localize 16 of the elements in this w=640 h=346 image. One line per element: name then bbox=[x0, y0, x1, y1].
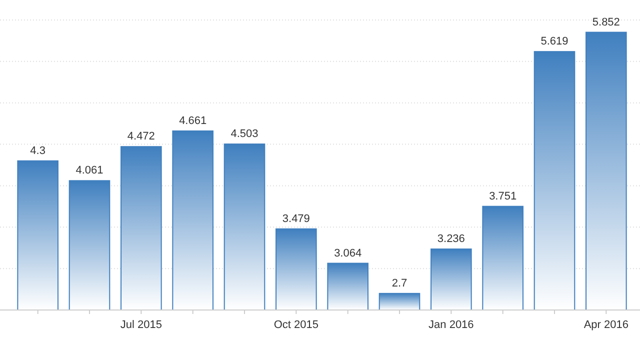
data-label: 4.061 bbox=[76, 164, 104, 177]
data-label: 3.479 bbox=[282, 212, 310, 225]
data-label: 4.503 bbox=[230, 128, 258, 140]
data-label: 5.619 bbox=[540, 36, 568, 48]
data-label: 4.472 bbox=[127, 130, 155, 143]
data-label: 3.064 bbox=[334, 247, 362, 260]
x-tick-label: Jan 2016 bbox=[428, 319, 474, 331]
x-tick-label: Apr 2016 bbox=[584, 319, 628, 331]
x-tick-label: Oct 2015 bbox=[274, 319, 318, 331]
data-label: 5.852 bbox=[592, 16, 620, 28]
data-label: 2.7 bbox=[392, 277, 408, 290]
data-label: 3.751 bbox=[489, 190, 517, 202]
data-label: 4.3 bbox=[30, 144, 46, 157]
data-label: 3.236 bbox=[437, 233, 465, 246]
data-label: 4.661 bbox=[179, 114, 207, 127]
x-tick-label: Jul 2015 bbox=[120, 319, 162, 331]
